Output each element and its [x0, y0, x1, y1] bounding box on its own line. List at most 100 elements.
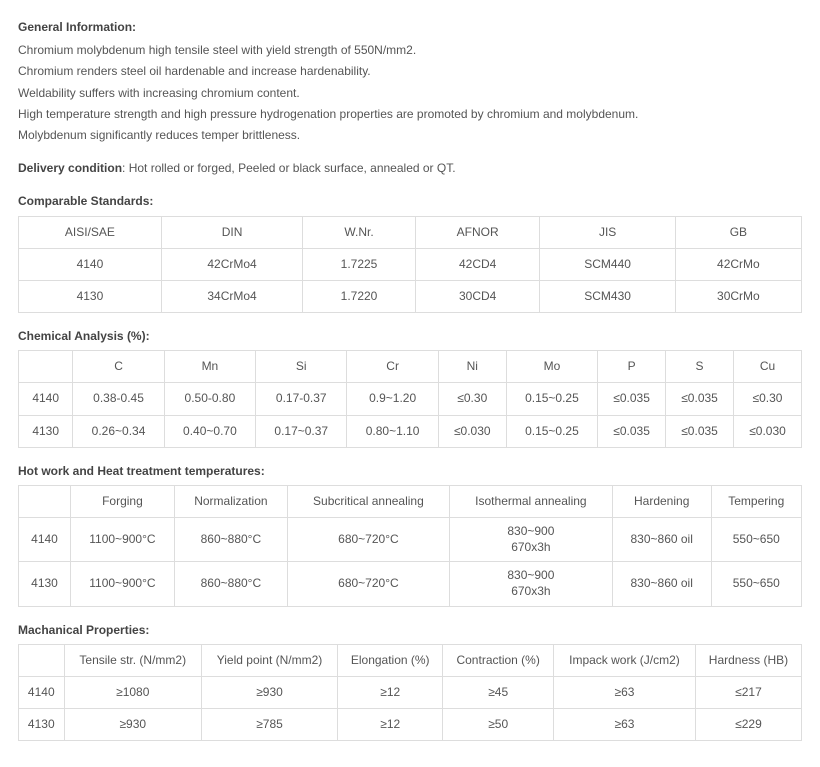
table-header-cell: Hardening [612, 486, 711, 518]
table-header-cell: Impack work (J/cm2) [553, 644, 695, 676]
table-cell: 680~720°C [287, 562, 449, 606]
table-cell: 680~720°C [287, 518, 449, 562]
general-info-title: General Information: [18, 18, 802, 37]
table-cell: ≥1080 [64, 676, 201, 708]
table-header-cell: Forging [70, 486, 174, 518]
table-cell: ≥930 [64, 709, 201, 741]
table-header-cell: Hardness (HB) [695, 644, 801, 676]
table-row: 41401100~900°C860~880°C680~720°C830~900 … [19, 518, 802, 562]
table-cell: ≤0.035 [666, 383, 734, 415]
table-row: 414042CrMo41.722542CD4SCM44042CrMo [19, 248, 802, 280]
table-cell: 0.26~0.34 [73, 415, 164, 447]
table-cell: ≤0.030 [734, 415, 802, 447]
table-row-header: 4130 [19, 280, 162, 312]
general-info-line: Weldability suffers with increasing chro… [18, 84, 802, 103]
table-cell: ≥45 [443, 676, 554, 708]
mech-title: Machanical Properties: [18, 621, 802, 640]
table-header-cell: Elongation (%) [338, 644, 443, 676]
table-header-cell: AISI/SAE [19, 216, 162, 248]
table-header-cell: Mo [506, 351, 597, 383]
table-row: 41400.38-0.450.50-0.800.17-0.370.9~1.20≤… [19, 383, 802, 415]
table-header-cell: S [666, 351, 734, 383]
table-header-cell: Tensile str. (N/mm2) [64, 644, 201, 676]
table-cell: ≤0.30 [438, 383, 506, 415]
table-header-cell: DIN [161, 216, 302, 248]
table-cell: 0.50-0.80 [164, 383, 255, 415]
table-cell: 1100~900°C [70, 518, 174, 562]
table-header-cell: Yield point (N/mm2) [201, 644, 337, 676]
table-header-cell: Cr [347, 351, 438, 383]
heat-treatment-table: ForgingNormalizationSubcritical annealin… [18, 485, 802, 607]
table-row: 41301100~900°C860~880°C680~720°C830~900 … [19, 562, 802, 606]
heat-title: Hot work and Heat treatment temperatures… [18, 462, 802, 481]
table-cell: 42CrMo [675, 248, 801, 280]
table-cell: 34CrMo4 [161, 280, 302, 312]
table-cell: 1.7225 [303, 248, 416, 280]
table-cell: 830~860 oil [612, 562, 711, 606]
table-cell: 1.7220 [303, 280, 416, 312]
table-cell: ≤0.30 [734, 383, 802, 415]
general-info-line: Chromium molybdenum high tensile steel w… [18, 41, 802, 60]
table-cell: 0.38-0.45 [73, 383, 164, 415]
delivery-condition: Delivery condition: Hot rolled or forged… [18, 159, 802, 178]
table-row: 413034CrMo41.722030CD4SCM43030CrMo [19, 280, 802, 312]
table-cell: 830~860 oil [612, 518, 711, 562]
table-cell: 0.80~1.10 [347, 415, 438, 447]
table-row-header: 4130 [19, 562, 71, 606]
table-cell: 0.17-0.37 [256, 383, 347, 415]
table-cell: ≥12 [338, 709, 443, 741]
table-header-cell: Cu [734, 351, 802, 383]
table-row: 4140≥1080≥930≥12≥45≥63≤217 [19, 676, 802, 708]
general-info-line: Chromium renders steel oil hardenable an… [18, 62, 802, 81]
table-cell: 830~900 670x3h [449, 518, 612, 562]
table-header-cell: P [598, 351, 666, 383]
table-cell: 0.17~0.37 [256, 415, 347, 447]
table-header-cell: Ni [438, 351, 506, 383]
table-cell: ≥785 [201, 709, 337, 741]
table-cell: ≥12 [338, 676, 443, 708]
table-header-cell [19, 486, 71, 518]
table-cell: 30CrMo [675, 280, 801, 312]
table-row-header: 4140 [19, 383, 73, 415]
comparable-standards-table: AISI/SAEDINW.Nr.AFNORJISGB414042CrMo41.7… [18, 216, 802, 314]
table-cell: ≥930 [201, 676, 337, 708]
table-cell: 0.40~0.70 [164, 415, 255, 447]
comparable-title: Comparable Standards: [18, 192, 802, 211]
table-cell: ≤217 [695, 676, 801, 708]
table-row: 4130≥930≥785≥12≥50≥63≤229 [19, 709, 802, 741]
mechanical-properties-table: Tensile str. (N/mm2)Yield point (N/mm2)E… [18, 644, 802, 742]
table-cell: 550~650 [711, 562, 801, 606]
table-cell: 30CD4 [415, 280, 540, 312]
table-header-cell: Subcritical annealing [287, 486, 449, 518]
table-cell: SCM440 [540, 248, 675, 280]
table-header-cell: GB [675, 216, 801, 248]
table-row-header: 4140 [19, 518, 71, 562]
table-header-cell: Normalization [174, 486, 287, 518]
table-row-header: 4130 [19, 709, 65, 741]
table-cell: SCM430 [540, 280, 675, 312]
delivery-text: : Hot rolled or forged, Peeled or black … [122, 161, 456, 175]
table-cell: 830~900 670x3h [449, 562, 612, 606]
table-row: 41300.26~0.340.40~0.700.17~0.370.80~1.10… [19, 415, 802, 447]
table-cell: ≤0.030 [438, 415, 506, 447]
table-header-cell: C [73, 351, 164, 383]
table-cell: 0.9~1.20 [347, 383, 438, 415]
table-cell: 860~880°C [174, 518, 287, 562]
table-row-header: 4140 [19, 248, 162, 280]
table-header-cell: Mn [164, 351, 255, 383]
table-cell: 0.15~0.25 [506, 415, 597, 447]
table-cell: 42CrMo4 [161, 248, 302, 280]
table-cell: ≥63 [553, 676, 695, 708]
general-info-line: High temperature strength and high press… [18, 105, 802, 124]
table-cell: ≤0.035 [598, 415, 666, 447]
general-info-line: Molybdenum significantly reduces temper … [18, 126, 802, 145]
table-cell: 1100~900°C [70, 562, 174, 606]
table-header-cell: Si [256, 351, 347, 383]
table-header-cell: JIS [540, 216, 675, 248]
table-cell: 42CD4 [415, 248, 540, 280]
chemical-title: Chemical Analysis (%): [18, 327, 802, 346]
table-cell: ≤0.035 [598, 383, 666, 415]
table-cell: ≤0.035 [666, 415, 734, 447]
table-header-cell [19, 351, 73, 383]
delivery-label: Delivery condition [18, 161, 122, 175]
